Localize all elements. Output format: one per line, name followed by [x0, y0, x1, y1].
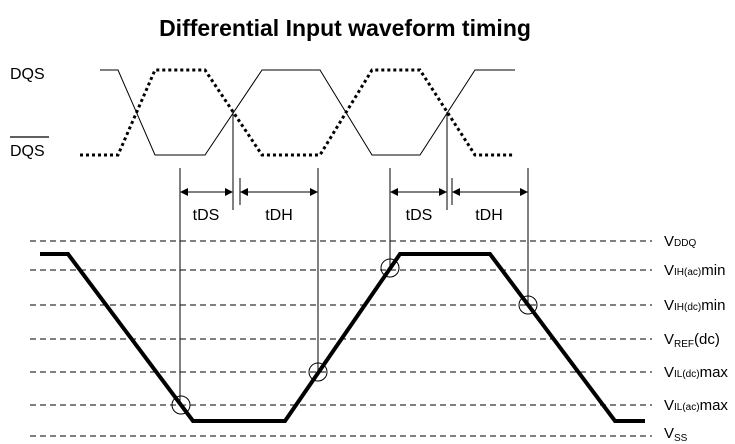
level-sub: REF: [674, 339, 694, 350]
level-label: VIH(dc)min: [664, 297, 725, 314]
dqs-wave: [100, 69, 515, 156]
level-label: VIH(ac)min: [664, 262, 725, 279]
level-label: VSS: [664, 425, 688, 444]
level-sub: IL(ac): [674, 402, 700, 413]
level-main: V: [664, 297, 674, 314]
timing-label: tDH: [265, 207, 293, 224]
level-label: VIL(dc)max: [664, 364, 728, 381]
level-main: V: [664, 233, 674, 250]
level-suffix: max: [700, 397, 729, 414]
cross-circle: [308, 362, 328, 382]
level-label: VREF(dc): [664, 331, 720, 350]
input-wave: [40, 252, 645, 423]
level-main: V: [664, 364, 674, 381]
level-label: VIL(ac)max: [664, 397, 728, 414]
cross-circle: [518, 295, 538, 315]
timing-label: tDH: [475, 207, 503, 224]
level-sub: SS: [674, 433, 688, 444]
level-suffix: min: [701, 262, 725, 279]
signal-label: DQS: [10, 66, 45, 83]
level-suffix: (dc): [694, 331, 720, 348]
title: Differential Input waveform timing: [159, 15, 531, 41]
level-main: V: [664, 262, 674, 279]
dqs-bar-wave: [80, 68, 515, 157]
level-suffix: min: [701, 297, 725, 314]
level-main: V: [664, 425, 674, 442]
signal-label: DQS: [10, 143, 45, 160]
timing-label: tDS: [193, 207, 220, 224]
cross-circle: [380, 258, 400, 278]
cross-circle: [171, 395, 191, 415]
level-label: VDDQ: [664, 233, 696, 250]
level-suffix: max: [700, 364, 729, 381]
level-sub: IH(ac): [674, 267, 701, 278]
level-sub: IH(dc): [674, 302, 701, 313]
timing-label: tDS: [406, 207, 433, 224]
level-sub: IL(dc): [674, 369, 700, 380]
level-main: V: [664, 397, 674, 414]
level-main: V: [664, 331, 674, 348]
level-sub: DDQ: [674, 238, 696, 249]
